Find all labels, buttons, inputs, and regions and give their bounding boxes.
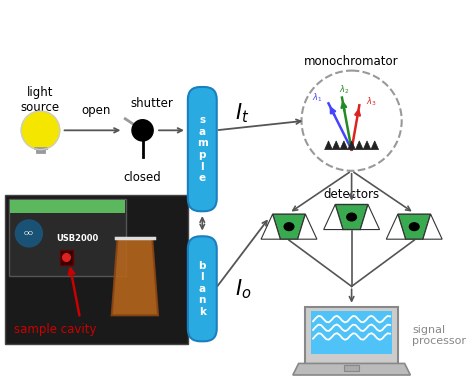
Polygon shape: [298, 214, 317, 239]
FancyBboxPatch shape: [311, 311, 392, 354]
Ellipse shape: [410, 223, 419, 231]
Polygon shape: [273, 214, 305, 239]
Polygon shape: [371, 141, 379, 150]
Text: $\lambda_2$: $\lambda_2$: [338, 83, 349, 96]
Ellipse shape: [284, 223, 294, 231]
Polygon shape: [360, 205, 380, 229]
Polygon shape: [112, 238, 158, 315]
Polygon shape: [261, 214, 280, 239]
Text: signal
processor: signal processor: [412, 325, 466, 346]
FancyBboxPatch shape: [188, 87, 217, 211]
Ellipse shape: [347, 213, 356, 221]
Polygon shape: [386, 214, 406, 239]
Polygon shape: [332, 141, 340, 150]
Text: $I_o$: $I_o$: [235, 277, 252, 301]
FancyBboxPatch shape: [5, 195, 188, 344]
Polygon shape: [348, 141, 356, 150]
Text: light
source: light source: [21, 86, 60, 114]
Text: USB2000: USB2000: [56, 234, 98, 243]
Polygon shape: [363, 141, 371, 150]
Polygon shape: [324, 205, 343, 229]
Text: $\lambda_3$: $\lambda_3$: [365, 95, 376, 108]
Text: sample cavity: sample cavity: [14, 323, 97, 336]
Polygon shape: [423, 214, 442, 239]
Polygon shape: [293, 363, 410, 375]
Polygon shape: [340, 141, 348, 150]
Text: s
a
m
p
l
e: s a m p l e: [197, 115, 208, 183]
FancyBboxPatch shape: [9, 200, 125, 213]
Text: $I_t$: $I_t$: [235, 101, 249, 125]
Circle shape: [132, 120, 153, 141]
Polygon shape: [325, 141, 332, 150]
Text: open: open: [82, 103, 111, 116]
Text: b
l
a
n
k: b l a n k: [199, 260, 206, 317]
Text: detectors: detectors: [324, 188, 380, 201]
Text: shutter: shutter: [131, 97, 173, 110]
FancyBboxPatch shape: [9, 199, 126, 276]
Circle shape: [16, 220, 42, 247]
Polygon shape: [356, 141, 363, 150]
Text: monochromator: monochromator: [304, 56, 399, 69]
Polygon shape: [335, 205, 368, 229]
Text: closed: closed: [124, 171, 162, 184]
FancyBboxPatch shape: [344, 365, 359, 371]
FancyBboxPatch shape: [188, 236, 217, 341]
Polygon shape: [398, 214, 430, 239]
FancyBboxPatch shape: [60, 250, 73, 265]
Text: OO: OO: [24, 231, 34, 236]
Circle shape: [63, 254, 70, 261]
FancyBboxPatch shape: [305, 307, 398, 364]
Circle shape: [21, 111, 60, 150]
Text: $\lambda_1$: $\lambda_1$: [312, 91, 322, 104]
